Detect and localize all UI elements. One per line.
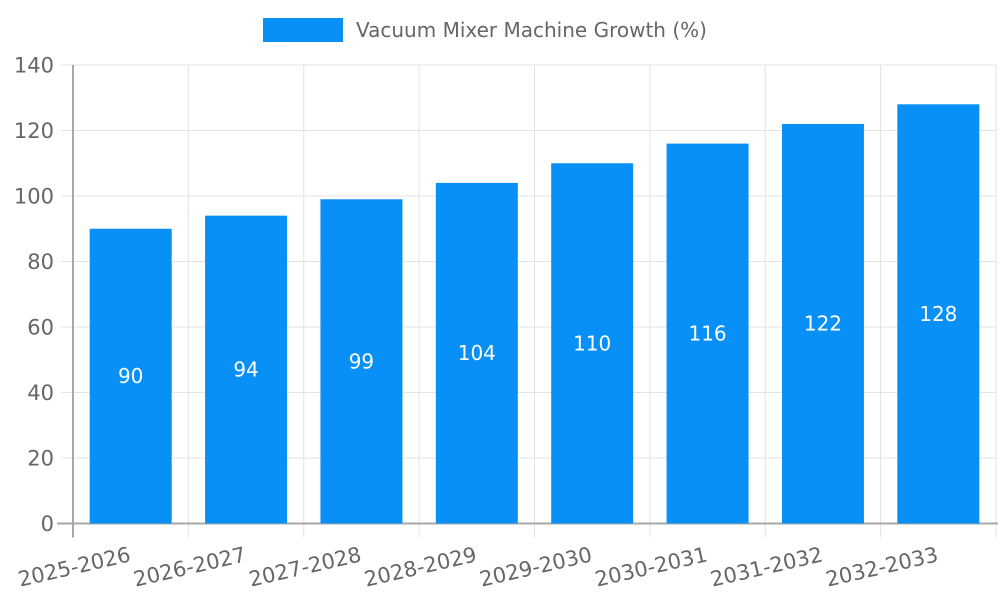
y-axis-label: 120 xyxy=(14,119,54,143)
bar-value-label: 122 xyxy=(804,312,842,336)
bar-2027-2028[interactable] xyxy=(320,199,403,524)
x-axis-label: 2030-2031 xyxy=(593,542,710,591)
bar-value-label: 110 xyxy=(573,331,611,355)
x-axis-label: 2026-2027 xyxy=(131,542,248,591)
y-axis-label: 80 xyxy=(27,250,54,274)
bar-2030-2031[interactable] xyxy=(666,143,749,524)
bar-2029-2030[interactable] xyxy=(551,163,634,524)
bar-2026-2027[interactable] xyxy=(205,215,288,524)
y-axis-label: 40 xyxy=(27,381,54,405)
legend-label: Vacuum Mixer Machine Growth (%) xyxy=(356,18,707,42)
bar-value-label: 104 xyxy=(458,341,496,365)
bar-2028-2029[interactable] xyxy=(435,182,518,524)
bar-2031-2032[interactable] xyxy=(781,123,864,524)
bar-2032-2033[interactable] xyxy=(897,104,980,524)
bar-value-label: 90 xyxy=(118,364,143,388)
x-axis-label: 2032-2033 xyxy=(824,542,941,591)
x-axis-label: 2029-2030 xyxy=(477,542,594,591)
y-axis-label: 140 xyxy=(14,54,54,78)
bar-value-label: 99 xyxy=(349,349,374,373)
y-axis-label: 0 xyxy=(41,512,54,536)
y-axis-label: 100 xyxy=(14,185,54,209)
bar-2025-2026[interactable] xyxy=(89,228,172,524)
x-axis-label: 2025-2026 xyxy=(16,542,133,591)
bar-value-label: 116 xyxy=(688,322,726,346)
legend-item[interactable]: Vacuum Mixer Machine Growth (%) xyxy=(263,18,707,42)
y-axis-label: 20 xyxy=(27,447,54,471)
x-axis-label: 2027-2028 xyxy=(247,542,364,591)
bar-value-label: 128 xyxy=(919,302,957,326)
x-axis-label: 2028-2029 xyxy=(362,542,479,591)
x-axis-label: 2031-2032 xyxy=(708,542,825,591)
legend-swatch-icon xyxy=(263,18,343,42)
y-axis-label: 60 xyxy=(27,316,54,340)
bar-value-label: 94 xyxy=(233,358,258,382)
